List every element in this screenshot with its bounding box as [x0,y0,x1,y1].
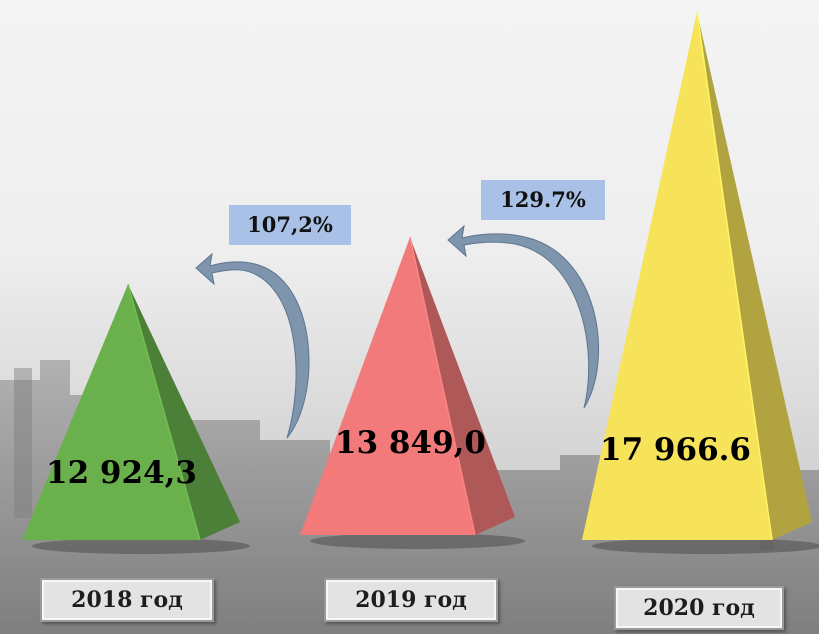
growth-label-2019: 107,2% [229,205,351,245]
pyramid-shadow [32,538,250,554]
value-label-2018: 12 924,3 [46,455,198,491]
category-label-2018: 2018 год [40,578,214,622]
pyramid-side-face [697,12,812,540]
category-label-2020: 2020 год [614,586,784,630]
value-label-2019: 13 849,0 [335,425,487,461]
growth-arrow-2018 [195,252,310,439]
pyramid-side-face [128,284,240,540]
chimney [14,368,32,518]
pyramid-edge [127,283,201,541]
pyramid-shadow [310,533,525,549]
pyramid-front-face [22,284,200,540]
pyramid-front-face [582,12,772,540]
pyramid-edge [696,11,773,541]
pyramid-shadow [592,538,819,554]
pyramid-side-face [410,237,515,536]
value-label-2020: 17 966.6 [600,432,752,468]
category-label-2019: 2019 год [324,578,498,622]
pyramid-edge [409,237,476,536]
pyramid-front-face [300,237,475,536]
growth-label-2020: 129.7% [481,180,605,220]
growth-arrow-2019 [447,224,600,409]
